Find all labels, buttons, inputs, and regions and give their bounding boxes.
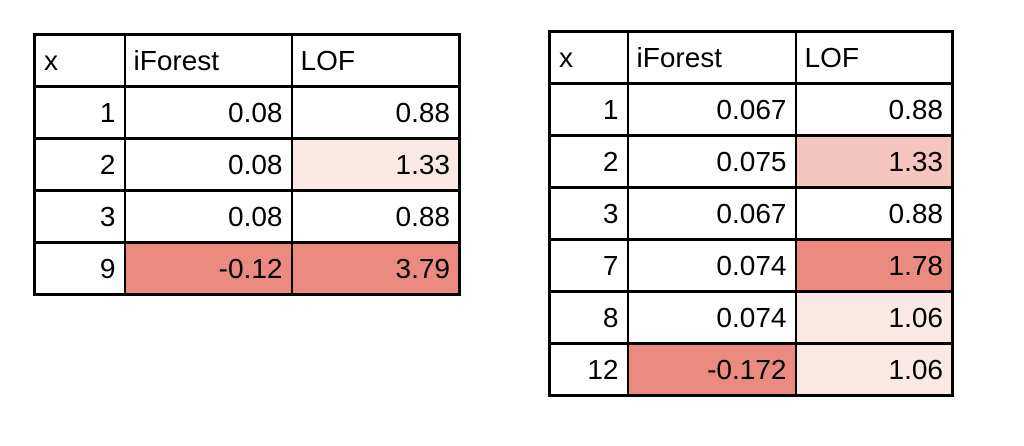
table-cell: 1.33 xyxy=(794,134,954,189)
left-score-table: x iForest LOF 1 0.08 0.88 2 0.08 1.33 3 0.08 0.88 9-… xyxy=(33,33,461,296)
column-header-iforest: iForest xyxy=(626,30,797,85)
header-row: x iForest LOF xyxy=(548,30,954,85)
column-header-lof: LOF xyxy=(794,30,954,85)
table-cell: 0.074 xyxy=(626,290,797,345)
table-cell: 1.06 xyxy=(794,342,954,397)
table-cell: 3.79 xyxy=(290,241,461,296)
table-cell: 12 xyxy=(548,342,629,397)
table-cell: -0.12 xyxy=(123,241,293,296)
table-cell: 0.08 xyxy=(123,189,293,244)
table-cell: 1.33 xyxy=(290,137,461,192)
table-cell: 1 xyxy=(33,85,126,140)
right-score-table: x iForest LOF 1 0.067 0.88 2 0.075 1.33 3 0.067 0.8… xyxy=(548,30,954,397)
table-cell: 0.074 xyxy=(626,238,797,293)
table-row: 1 0.08 0.88 xyxy=(33,85,461,140)
table-cell: 0.88 xyxy=(290,189,461,244)
table-row: 8 0.074 1.06 xyxy=(548,290,954,345)
table-cell: 2 xyxy=(33,137,126,192)
table-cell: 1.06 xyxy=(794,290,954,345)
table-cell: 1 xyxy=(548,82,629,137)
table-row: 3 0.067 0.88 xyxy=(548,186,954,241)
column-header-iforest: iForest xyxy=(123,33,293,88)
header-row: x iForest LOF xyxy=(33,33,461,88)
table-row: 2 0.08 1.33 xyxy=(33,137,461,192)
table-cell: 9 xyxy=(33,241,126,296)
table-cell: 0.88 xyxy=(794,186,954,241)
table-cell: 2 xyxy=(548,134,629,189)
table-cell: 3 xyxy=(548,186,629,241)
table-cell: 8 xyxy=(548,290,629,345)
table-row: 2 0.075 1.33 xyxy=(548,134,954,189)
table-cell: 0.067 xyxy=(626,82,797,137)
table-cell: 7 xyxy=(548,238,629,293)
table-cell: 0.88 xyxy=(290,85,461,140)
table-cell: 0.88 xyxy=(794,82,954,137)
table-row: 12 -0.172 1.06 xyxy=(548,342,954,397)
table-row: 7 0.074 1.78 xyxy=(548,238,954,293)
column-header-lof: LOF xyxy=(290,33,461,88)
table-cell: 0.067 xyxy=(626,186,797,241)
table-cell: 3 xyxy=(33,189,126,244)
table-row: 1 0.067 0.88 xyxy=(548,82,954,137)
table-cell: 0.075 xyxy=(626,134,797,189)
table-cell: -0.172 xyxy=(626,342,797,397)
table-cell: 1.78 xyxy=(794,238,954,293)
table-row: 3 0.08 0.88 xyxy=(33,189,461,244)
table-cell: 0.08 xyxy=(123,85,293,140)
column-header-x: x xyxy=(548,30,629,85)
column-header-x: x xyxy=(33,33,126,88)
table-cell: 0.08 xyxy=(123,137,293,192)
table-row: 9 -0.12 3.79 xyxy=(33,241,461,296)
